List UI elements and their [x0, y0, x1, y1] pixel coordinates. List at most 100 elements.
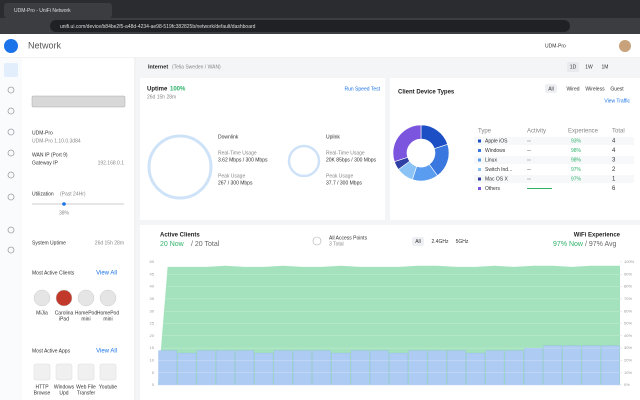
- logo[interactable]: [4, 39, 18, 53]
- y-tick-label: 5: [152, 370, 155, 375]
- clients-bar: [562, 345, 582, 386]
- type-swatch: [478, 158, 481, 162]
- clients-bar: [370, 350, 389, 386]
- nav-icons: [7, 86, 15, 254]
- row-bg: [474, 184, 634, 193]
- wifi-now: 97% Now: [553, 241, 584, 248]
- y-tick-label: 50: [150, 259, 155, 264]
- tab-title: UDM-Pro - UniFi Network: [14, 8, 71, 14]
- clients-bar: [216, 350, 235, 386]
- experience: 97%: [571, 167, 582, 173]
- y2-tick-label: 70%: [624, 296, 632, 301]
- total: 1: [612, 177, 616, 183]
- band-button[interactable]: 5GHz: [456, 239, 469, 245]
- speed-test[interactable]: Run Speed Test: [345, 86, 381, 92]
- y-tick-label: 30: [150, 308, 155, 313]
- experience-area: [158, 265, 620, 385]
- clients-view-all[interactable]: View All: [96, 271, 117, 277]
- total: 3: [612, 158, 616, 164]
- url-field[interactable]: [50, 20, 570, 32]
- band-button[interactable]: 2.4GHz: [432, 239, 449, 245]
- y-tick-label: 25: [150, 321, 155, 326]
- wan-label: WAN IP (Port 9): [32, 152, 68, 158]
- type-swatch: [478, 177, 481, 181]
- type-swatch: [478, 187, 481, 190]
- y2-tick-label: 50%: [624, 321, 632, 326]
- downlink-rt-label: Real-Time Usage: [218, 150, 257, 156]
- range-button[interactable]: 1D: [570, 64, 577, 70]
- filter-tab[interactable]: Wired: [566, 86, 579, 92]
- filter-tab[interactable]: Guest: [610, 86, 624, 92]
- range-active: [567, 62, 579, 72]
- band-active: [412, 237, 424, 246]
- icon-rail: [0, 58, 22, 400]
- y-tick-label: 15: [150, 345, 155, 350]
- filter-tab[interactable]: All: [548, 86, 554, 92]
- active-clients-title: Active Clients: [160, 233, 200, 239]
- ap-filter[interactable]: All Access Points: [329, 235, 368, 241]
- y2-tick-label: 40%: [624, 333, 632, 338]
- column-header: Type: [478, 129, 492, 135]
- device-select[interactable]: UDM-Pro: [545, 43, 566, 49]
- filter-tab[interactable]: Wireless: [585, 86, 605, 92]
- row-bg: [474, 156, 634, 164]
- downlink-peak: 267 / 300 Mbps: [218, 180, 253, 186]
- uptime-duration: 26d 15h 28m: [147, 94, 176, 100]
- experience: 98%: [571, 157, 582, 163]
- utilization-value: 38%: [59, 210, 70, 216]
- utilization-knob: [62, 202, 66, 206]
- tab[interactable]: [4, 3, 112, 18]
- y-tick-label: 40: [150, 284, 155, 289]
- clients-bar: [350, 350, 370, 386]
- ap-total: 3 Total: [329, 241, 344, 247]
- range-button[interactable]: 1W: [585, 64, 593, 70]
- uptime-value: 100%: [170, 87, 186, 93]
- device-version: UDM-Pro 1.10.0.3d84: [32, 138, 81, 144]
- apps-view-all[interactable]: View All: [96, 349, 117, 355]
- app-icon: [55, 363, 73, 381]
- row-bg: [474, 146, 634, 155]
- uplink-rt: 20K 85bps / 300 Mbps: [326, 157, 377, 163]
- experience: 97%: [571, 176, 582, 182]
- gateway-ip: 192.168.0.1: [98, 160, 125, 166]
- app-name: Network: [28, 40, 62, 50]
- client-icon: [99, 289, 117, 307]
- active-total: / 20 Total: [191, 241, 220, 248]
- type-name: Switch Ind...: [485, 167, 512, 173]
- avatar[interactable]: [619, 40, 631, 52]
- y2-tick-label: 10%: [624, 370, 632, 375]
- clients-bar: [293, 350, 312, 386]
- app-name: Youtube: [99, 384, 117, 390]
- app-name: Windows: [54, 384, 75, 390]
- clients-bar: [273, 350, 293, 386]
- client-types-title: Client Device Types: [398, 90, 455, 96]
- downlink-rt: 3.62 Mbps / 300 Mbps: [218, 157, 268, 163]
- clients-bar: [504, 350, 524, 386]
- clients-bar: [196, 350, 216, 386]
- internet-title: Internet: [148, 64, 168, 70]
- clients-bar: [158, 350, 177, 386]
- clients-bar: [485, 350, 505, 386]
- column-header: Activity: [527, 129, 546, 135]
- client-name: mini: [81, 316, 90, 322]
- client-name: mini: [103, 316, 112, 322]
- utilization-period: (Past 24Hr): [60, 191, 86, 197]
- uplink-peak-label: Peak Usage: [326, 173, 353, 179]
- client-icon: [77, 289, 95, 307]
- nav-dashboard[interactable]: [4, 63, 18, 77]
- tab-bar: [0, 0, 640, 18]
- clients-title: Most Active Clients: [32, 270, 75, 276]
- range-button[interactable]: 1M: [602, 64, 609, 70]
- band-button[interactable]: All: [415, 239, 421, 245]
- type-name: Windows: [485, 148, 506, 154]
- device-image: [31, 95, 126, 108]
- view-traffic[interactable]: View Traffic: [604, 98, 630, 104]
- clients-bar: [543, 345, 562, 386]
- app-name: HTTP: [35, 384, 49, 390]
- utilization-label: Utilization: [32, 191, 54, 197]
- app-icon: [33, 363, 51, 381]
- app-name: Browse: [34, 390, 51, 396]
- y-tick-label: 20: [150, 333, 155, 338]
- downlink-peak-label: Peak Usage: [218, 173, 245, 179]
